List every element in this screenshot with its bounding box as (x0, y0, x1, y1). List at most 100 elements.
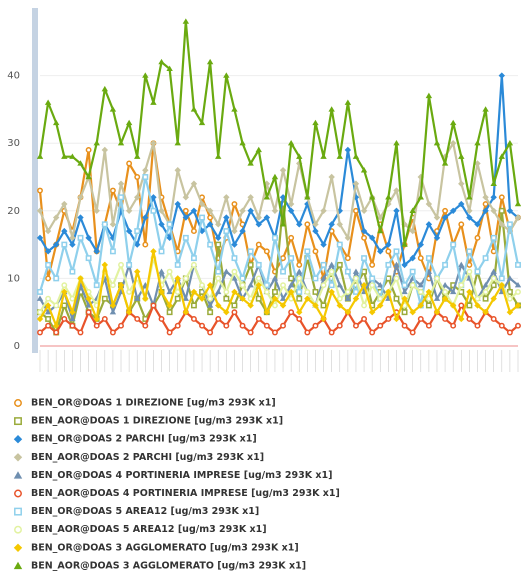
marker (482, 281, 489, 288)
marker (109, 282, 116, 289)
marker (401, 241, 408, 247)
marker (514, 214, 521, 221)
marker (328, 261, 335, 268)
marker (255, 295, 262, 302)
marker (409, 268, 416, 275)
marker (190, 302, 197, 309)
marker (353, 207, 359, 214)
marker (223, 268, 230, 274)
legend-marker (14, 507, 22, 516)
marker (247, 281, 254, 288)
marker (409, 309, 416, 316)
marker (279, 167, 287, 174)
marker (474, 234, 481, 241)
marker (45, 295, 52, 302)
marker (425, 200, 433, 208)
marker (449, 302, 457, 309)
marker (142, 214, 149, 221)
marker (361, 302, 368, 309)
marker (498, 153, 505, 159)
marker (85, 255, 92, 262)
marker (85, 147, 92, 153)
marker (271, 207, 279, 214)
marker (336, 322, 343, 329)
marker (44, 309, 52, 315)
marker (271, 295, 279, 302)
marker (150, 248, 157, 255)
marker (368, 309, 376, 316)
marker (474, 160, 481, 167)
marker (61, 302, 68, 309)
marker (304, 288, 311, 295)
marker (134, 174, 141, 180)
marker (296, 309, 303, 316)
marker (117, 180, 125, 187)
marker (344, 288, 351, 295)
marker (215, 288, 222, 295)
marker (198, 200, 206, 208)
marker (328, 329, 335, 336)
marker (287, 281, 295, 288)
marker (271, 173, 279, 180)
marker (215, 275, 222, 282)
marker (280, 255, 287, 262)
marker (37, 329, 43, 336)
legend-marker (13, 435, 23, 444)
marker (166, 268, 173, 275)
y-tick-label: 10 (7, 273, 20, 284)
marker (231, 241, 238, 248)
marker (385, 275, 392, 282)
marker (158, 288, 165, 296)
marker (150, 194, 157, 201)
marker (207, 309, 214, 316)
marker (369, 275, 376, 282)
marker (101, 295, 108, 302)
marker (77, 275, 84, 282)
marker (377, 214, 384, 221)
marker (369, 282, 376, 289)
marker (401, 309, 408, 316)
marker (166, 288, 173, 295)
marker (417, 173, 424, 181)
marker (182, 207, 189, 214)
marker (118, 261, 124, 268)
marker (44, 227, 52, 235)
marker (125, 207, 133, 214)
marker (458, 282, 465, 289)
marker (126, 288, 133, 295)
legend-label: BEN_OR@DOAS 5 AREA12 [ug/m3 293K x1] (31, 506, 259, 517)
marker (215, 153, 222, 159)
marker (279, 194, 287, 201)
marker (377, 302, 384, 309)
marker (466, 268, 473, 275)
marker (385, 288, 392, 296)
marker (85, 309, 92, 316)
marker (369, 329, 376, 336)
marker (385, 261, 392, 268)
marker (401, 261, 408, 269)
marker (36, 315, 44, 323)
marker (109, 302, 117, 309)
marker (231, 309, 238, 316)
marker (425, 302, 432, 309)
marker (174, 261, 181, 268)
marker (425, 255, 432, 262)
marker (320, 207, 327, 214)
marker (190, 261, 197, 268)
marker (441, 281, 449, 288)
legend-marker (14, 417, 22, 426)
marker (199, 322, 205, 329)
marker (514, 281, 521, 288)
marker (36, 295, 44, 301)
marker (223, 228, 230, 235)
marker (304, 194, 311, 200)
marker (417, 302, 424, 309)
marker (353, 322, 359, 329)
marker (474, 140, 481, 146)
marker (328, 268, 335, 275)
marker (190, 255, 197, 262)
marker (409, 227, 416, 235)
marker (166, 329, 173, 336)
marker (320, 261, 327, 268)
marker (109, 221, 117, 228)
